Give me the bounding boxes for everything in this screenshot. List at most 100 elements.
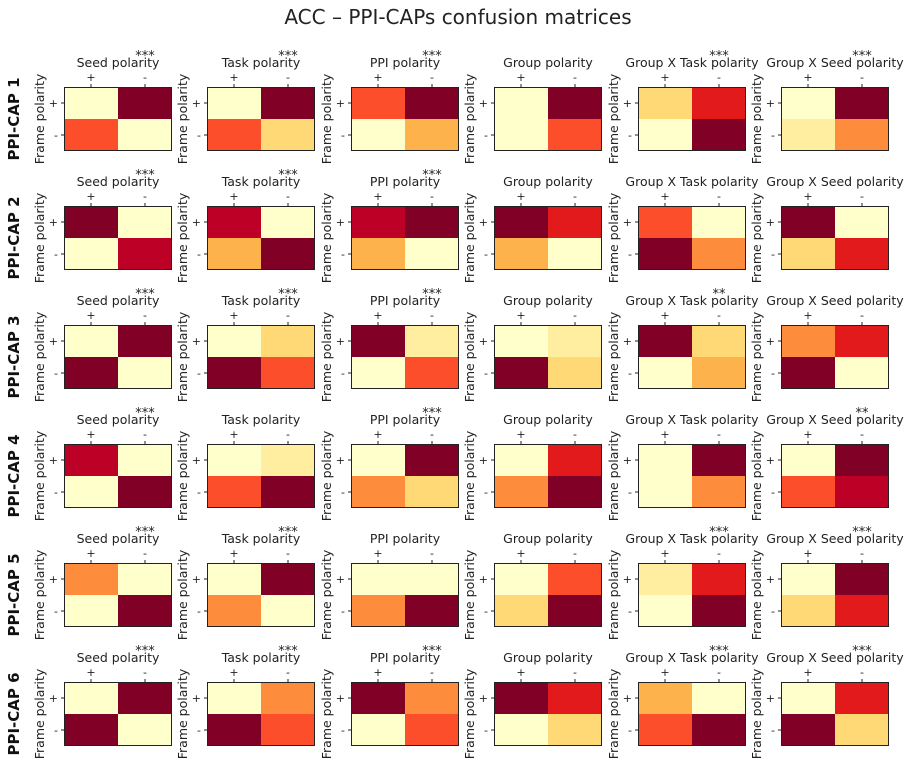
matrix-grid: PPI-CAP 1 Seed polarity+ -+-Frame polarity… <box>5 49 904 759</box>
x-tick-label: + <box>660 666 669 679</box>
x-tick-label: + <box>86 190 95 203</box>
y-axis-label: Frame polarity <box>606 73 621 164</box>
y-tick-label: + <box>192 454 201 467</box>
matrix-border <box>638 325 746 389</box>
matrix-border <box>351 682 459 746</box>
x-tick-label: + <box>229 309 238 322</box>
matrix-border <box>351 563 459 627</box>
x-tick-label: - <box>573 547 577 560</box>
y-tick-label: + <box>623 454 632 467</box>
heatmap-cell <box>207 563 261 595</box>
x-tick-label: + <box>660 547 669 560</box>
heatmap-cell <box>64 119 118 151</box>
matrix-border <box>207 682 315 746</box>
heatmap-cell <box>207 444 261 476</box>
matrix-border <box>207 325 315 389</box>
x-tick-label: + <box>660 71 669 84</box>
confusion-matrix: Task polarity+ -+-Frame polarity*** <box>175 287 315 402</box>
matrix-border <box>781 87 889 151</box>
significance-stars: *** <box>135 49 155 64</box>
y-tick-label: - <box>341 605 345 618</box>
column-title: Group polarity <box>503 174 593 189</box>
y-axis-label: Frame polarity <box>462 430 477 521</box>
x-tick-label: - <box>860 547 864 560</box>
heatmap-cell <box>781 206 835 238</box>
y-axis-label: Frame polarity <box>606 311 621 402</box>
heatmap-cell <box>835 206 889 238</box>
heatmap-cell <box>261 444 315 476</box>
y-axis-label: Frame polarity <box>749 668 764 759</box>
column-title: Group polarity <box>503 55 593 70</box>
matrix-border <box>781 682 889 746</box>
heatmap-cell <box>261 357 315 389</box>
heatmap-cell <box>261 87 315 119</box>
confusion-matrix: Seed polarity+ -+-Frame polarity*** <box>32 287 172 402</box>
y-axis-label: Frame polarity <box>32 430 47 521</box>
heatmap-cell <box>351 87 405 119</box>
x-tick-label: - <box>286 428 290 441</box>
heatmap-cell <box>494 682 548 714</box>
significance-stars: *** <box>278 49 298 64</box>
confusion-matrix: Group X Task polarity+ -+-Frame polarity*… <box>606 525 759 640</box>
heatmap-cell <box>261 595 315 627</box>
y-tick-label: + <box>49 97 58 110</box>
y-tick-label: - <box>628 486 632 499</box>
heatmap-cell <box>64 444 118 476</box>
x-tick-label: + <box>803 71 812 84</box>
y-tick-label: - <box>197 724 201 737</box>
heatmap-cell <box>835 87 889 119</box>
significance-stars: *** <box>135 287 155 302</box>
heatmap-cell <box>692 357 746 389</box>
heatmap-cell <box>118 238 172 270</box>
heatmap-cell <box>548 563 602 595</box>
x-tick-label: + <box>229 428 238 441</box>
y-tick-label: + <box>192 692 201 705</box>
significance-stars: *** <box>422 49 442 64</box>
y-axis-label: Frame polarity <box>319 549 334 640</box>
y-axis-label: Frame polarity <box>32 73 47 164</box>
significance-stars: *** <box>278 644 298 659</box>
y-tick-label: + <box>479 97 488 110</box>
heatmap-cell <box>351 563 405 595</box>
y-axis-label: Frame polarity <box>175 311 190 402</box>
y-tick-label: - <box>341 486 345 499</box>
confusion-matrix: Seed polarity+ -+-Frame polarity*** <box>32 644 172 759</box>
heatmap-cell <box>118 595 172 627</box>
x-tick-label: - <box>143 190 147 203</box>
matrix-border <box>207 563 315 627</box>
y-axis-label: Frame polarity <box>175 549 190 640</box>
confusion-matrix: Task polarity+ -+-Frame polarity*** <box>175 168 315 283</box>
matrix-border <box>638 682 746 746</box>
column-title: Group X Seed polarity <box>766 650 904 665</box>
heatmap-cell <box>351 476 405 508</box>
x-tick-label: + <box>516 190 525 203</box>
heatmap-cell <box>64 87 118 119</box>
x-tick-label: - <box>860 71 864 84</box>
column-title: Task polarity <box>221 650 301 665</box>
heatmap-cell <box>638 325 692 357</box>
heatmap-cell <box>548 595 602 627</box>
y-tick-label: - <box>341 248 345 261</box>
row-label: PPI-CAP 1 <box>5 77 23 160</box>
heatmap-cell <box>835 238 889 270</box>
heatmap-cell <box>781 357 835 389</box>
y-tick-label: + <box>49 335 58 348</box>
significance-stars: ** <box>856 406 870 421</box>
row-label: PPI-CAP 6 <box>5 672 23 755</box>
heatmap-cell <box>638 476 692 508</box>
x-tick-label: + <box>86 71 95 84</box>
significance-stars: *** <box>852 525 872 540</box>
heatmap-cell <box>261 119 315 151</box>
heatmap-cell <box>64 563 118 595</box>
matrix-border <box>494 325 602 389</box>
y-tick-label: + <box>623 216 632 229</box>
x-tick-label: + <box>229 190 238 203</box>
x-tick-label: - <box>717 190 721 203</box>
x-tick-label: + <box>516 309 525 322</box>
heatmap-cell <box>351 119 405 151</box>
y-tick-label: + <box>479 692 488 705</box>
column-title: Group polarity <box>503 531 593 546</box>
significance-stars: *** <box>422 287 442 302</box>
heatmap-cell <box>64 595 118 627</box>
